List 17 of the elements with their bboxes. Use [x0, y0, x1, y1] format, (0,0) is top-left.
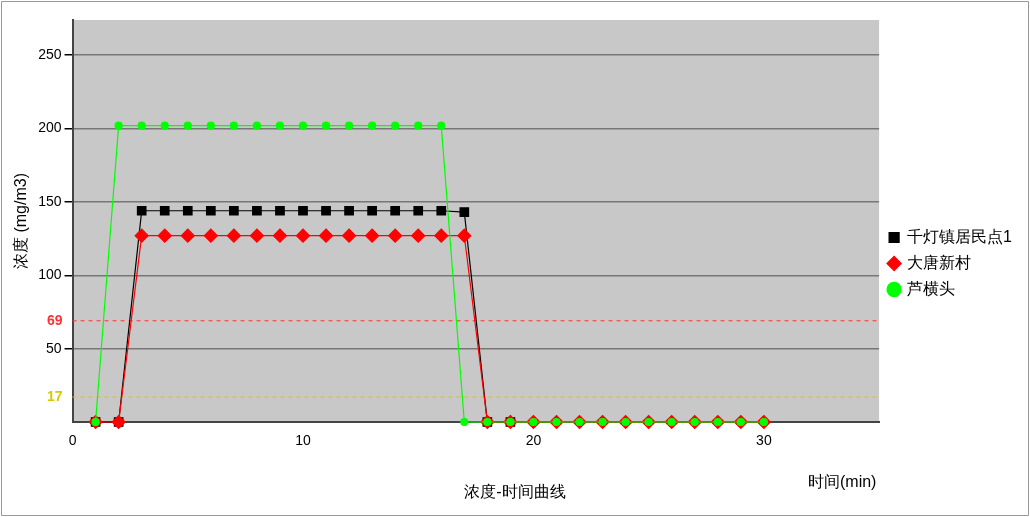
legend-label: 大唐新村 — [907, 253, 972, 271]
y-tick-label: 200 — [38, 119, 62, 136]
y-tick-label: 50 — [45, 339, 62, 356]
text: 浓度-时间曲线 — [464, 482, 566, 500]
ref-line-label: 69 — [46, 311, 63, 328]
ref-line-label: 17 — [46, 387, 63, 404]
y-tick-label: 150 — [38, 192, 62, 209]
legend-label: 芦横头 — [907, 279, 956, 297]
x-tick-label: 20 — [525, 432, 542, 449]
x-tick-label: 30 — [756, 432, 772, 449]
y-tick-label: 100 — [38, 266, 62, 283]
x-tick-label: 10 — [295, 432, 311, 449]
x-tick-label: 0 — [68, 432, 77, 449]
y-tick-label: 250 — [38, 46, 62, 63]
x-axis-title: 时间(min) — [808, 473, 877, 491]
y-axis-title: 浓度 (mg/m3) — [12, 173, 30, 269]
legend-label: 千灯镇居民点1 — [907, 227, 1013, 245]
